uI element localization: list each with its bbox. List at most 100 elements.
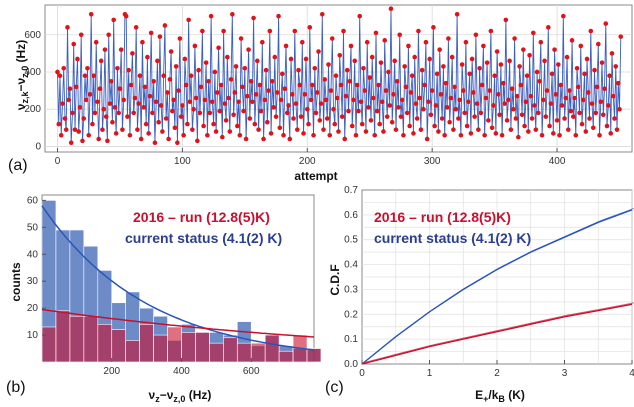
- panel-a-data-point: [213, 129, 219, 134]
- panel-a-data-point: [240, 84, 245, 90]
- panel-c-y-tick-label: 0.0: [344, 359, 358, 370]
- panel-b-chart: 200 400 600 10 20 30 40 50 60: [27, 194, 322, 377]
- panel-a-data-point: [193, 95, 199, 101]
- panel-a-data-point: [585, 90, 591, 95]
- panel-a-data-point: [536, 110, 541, 116]
- panel-a-data-point: [374, 108, 380, 114]
- panel-a-data-point: [573, 132, 579, 138]
- panel-a-y-axis-label: νz,k−νz,0 (Hz): [14, 40, 30, 110]
- panel-a-data-point: [180, 103, 185, 108]
- panel-a-data-point: [607, 73, 612, 79]
- panel-a-data-point: [146, 131, 151, 136]
- panel-a-data-point: [453, 106, 459, 112]
- panel-a-data-point: [301, 131, 306, 136]
- panel-a-data-point: [387, 103, 393, 108]
- panel-a-data-point: [566, 127, 571, 132]
- panel-a-data-point: [166, 136, 171, 142]
- panel-a-data-point: [163, 116, 169, 121]
- panel-a-data-point: [577, 110, 582, 116]
- panel-a-data-point: [518, 82, 524, 88]
- panel-a-data-point: [212, 69, 218, 75]
- panel-a-data-point: [423, 39, 429, 45]
- panel-a-data-point: [178, 114, 184, 119]
- panel-a-data-point: [448, 95, 454, 101]
- panel-a-data-point: [190, 127, 195, 132]
- panel-a-data-point: [260, 39, 265, 45]
- panel-a-data-point: [359, 121, 365, 127]
- panel-a-data-point: [158, 103, 164, 108]
- panel-a-data-point: [463, 39, 469, 45]
- panel-a-data-point: [91, 73, 97, 79]
- panel-a-data-point: [277, 125, 283, 131]
- panel-a-data-point: [361, 65, 366, 71]
- panel-a-data-point: [590, 125, 596, 131]
- panel-a-data-point: [508, 127, 514, 132]
- panel-a-data-point: [454, 12, 460, 17]
- panel-a-data-point: [68, 140, 74, 145]
- panel-a-data-point: [512, 36, 517, 41]
- panel-b-bar: [167, 326, 182, 363]
- panel-a-data-point: [242, 65, 248, 71]
- panel-a-data-point: [543, 114, 549, 119]
- panel-a-data-point: [597, 132, 602, 138]
- panel-a-data-point: [605, 103, 611, 108]
- panel-a-data-point: [427, 56, 432, 62]
- panel-a-data-point: [152, 140, 158, 145]
- panel-a-data-point: [248, 78, 254, 84]
- panel-a-data-point: [569, 38, 575, 43]
- panel-a-data-point: [187, 99, 193, 105]
- panel-a-data-point: [444, 105, 450, 110]
- panel-a-data-point: [381, 129, 386, 134]
- panel-a-data-point: [291, 116, 296, 121]
- panel-c-legend-blue: current status (4.1(2) K): [374, 230, 531, 246]
- panel-b-bar: [306, 348, 322, 363]
- panel-b-x-tick-label: 400: [173, 366, 190, 377]
- panel-a-data-point: [373, 30, 379, 36]
- panel-a-data-point: [542, 58, 547, 64]
- panel-a-data-point: [334, 95, 340, 101]
- panel-c-y-tick-label: 0.4: [344, 260, 358, 271]
- panel-a-data-point: [551, 131, 556, 136]
- panel-a-data-point: [205, 132, 210, 138]
- panel-a-data-point: [386, 69, 391, 75]
- panel-a-data-point: [603, 21, 609, 26]
- panel-a-data-point: [553, 92, 559, 97]
- panel-a-data-point: [514, 93, 520, 99]
- panel-a-data-point: [108, 78, 114, 84]
- panel-a-data-point: [494, 49, 500, 54]
- panel-a-data-point: [101, 106, 106, 112]
- panel-a-data-point: [293, 101, 299, 106]
- panel-a-data-point: [86, 132, 92, 138]
- panel-a-data-point: [82, 73, 88, 79]
- panel-a-data-point: [404, 110, 410, 116]
- panel-c-series-line-fit: [363, 208, 634, 363]
- panel-a-data-point: [513, 116, 519, 121]
- panel-a-data-point: [571, 114, 576, 119]
- panel-b-bar: [41, 326, 57, 363]
- panel-a-data-point: [78, 32, 84, 38]
- panel-a-data-point: [167, 77, 173, 82]
- panel-b-bar: [223, 337, 238, 363]
- panel-a-data-point: [191, 106, 196, 112]
- panel-b-legend-blue: current status (4.1(2) K): [125, 230, 282, 246]
- panel-a-data-point: [432, 123, 437, 129]
- panel-a-data-point: [522, 123, 527, 129]
- panel-b-bar: [125, 340, 140, 363]
- panel-a-data-point: [270, 78, 275, 84]
- panel-a-data-point: [358, 99, 364, 105]
- panel-a-data-point: [431, 25, 436, 30]
- panel-a-data-point: [428, 112, 434, 118]
- panel-a-data-point: [439, 116, 445, 121]
- panel-a-data-point: [217, 108, 223, 114]
- panel-a-data-point: [369, 54, 375, 60]
- panel-a-data-point: [165, 90, 170, 95]
- panel-a-data-point: [66, 97, 72, 103]
- panel-a-data-point: [574, 65, 580, 71]
- panel-a-data-point: [100, 127, 105, 132]
- panel-a-data-point: [306, 121, 311, 127]
- panel-b-x-tick-label: 200: [103, 366, 120, 377]
- panel-a-data-point: [322, 77, 328, 82]
- panel-b-bar: [181, 332, 196, 363]
- panel-a-data-point: [474, 101, 480, 106]
- panel-a-data-point: [593, 110, 599, 116]
